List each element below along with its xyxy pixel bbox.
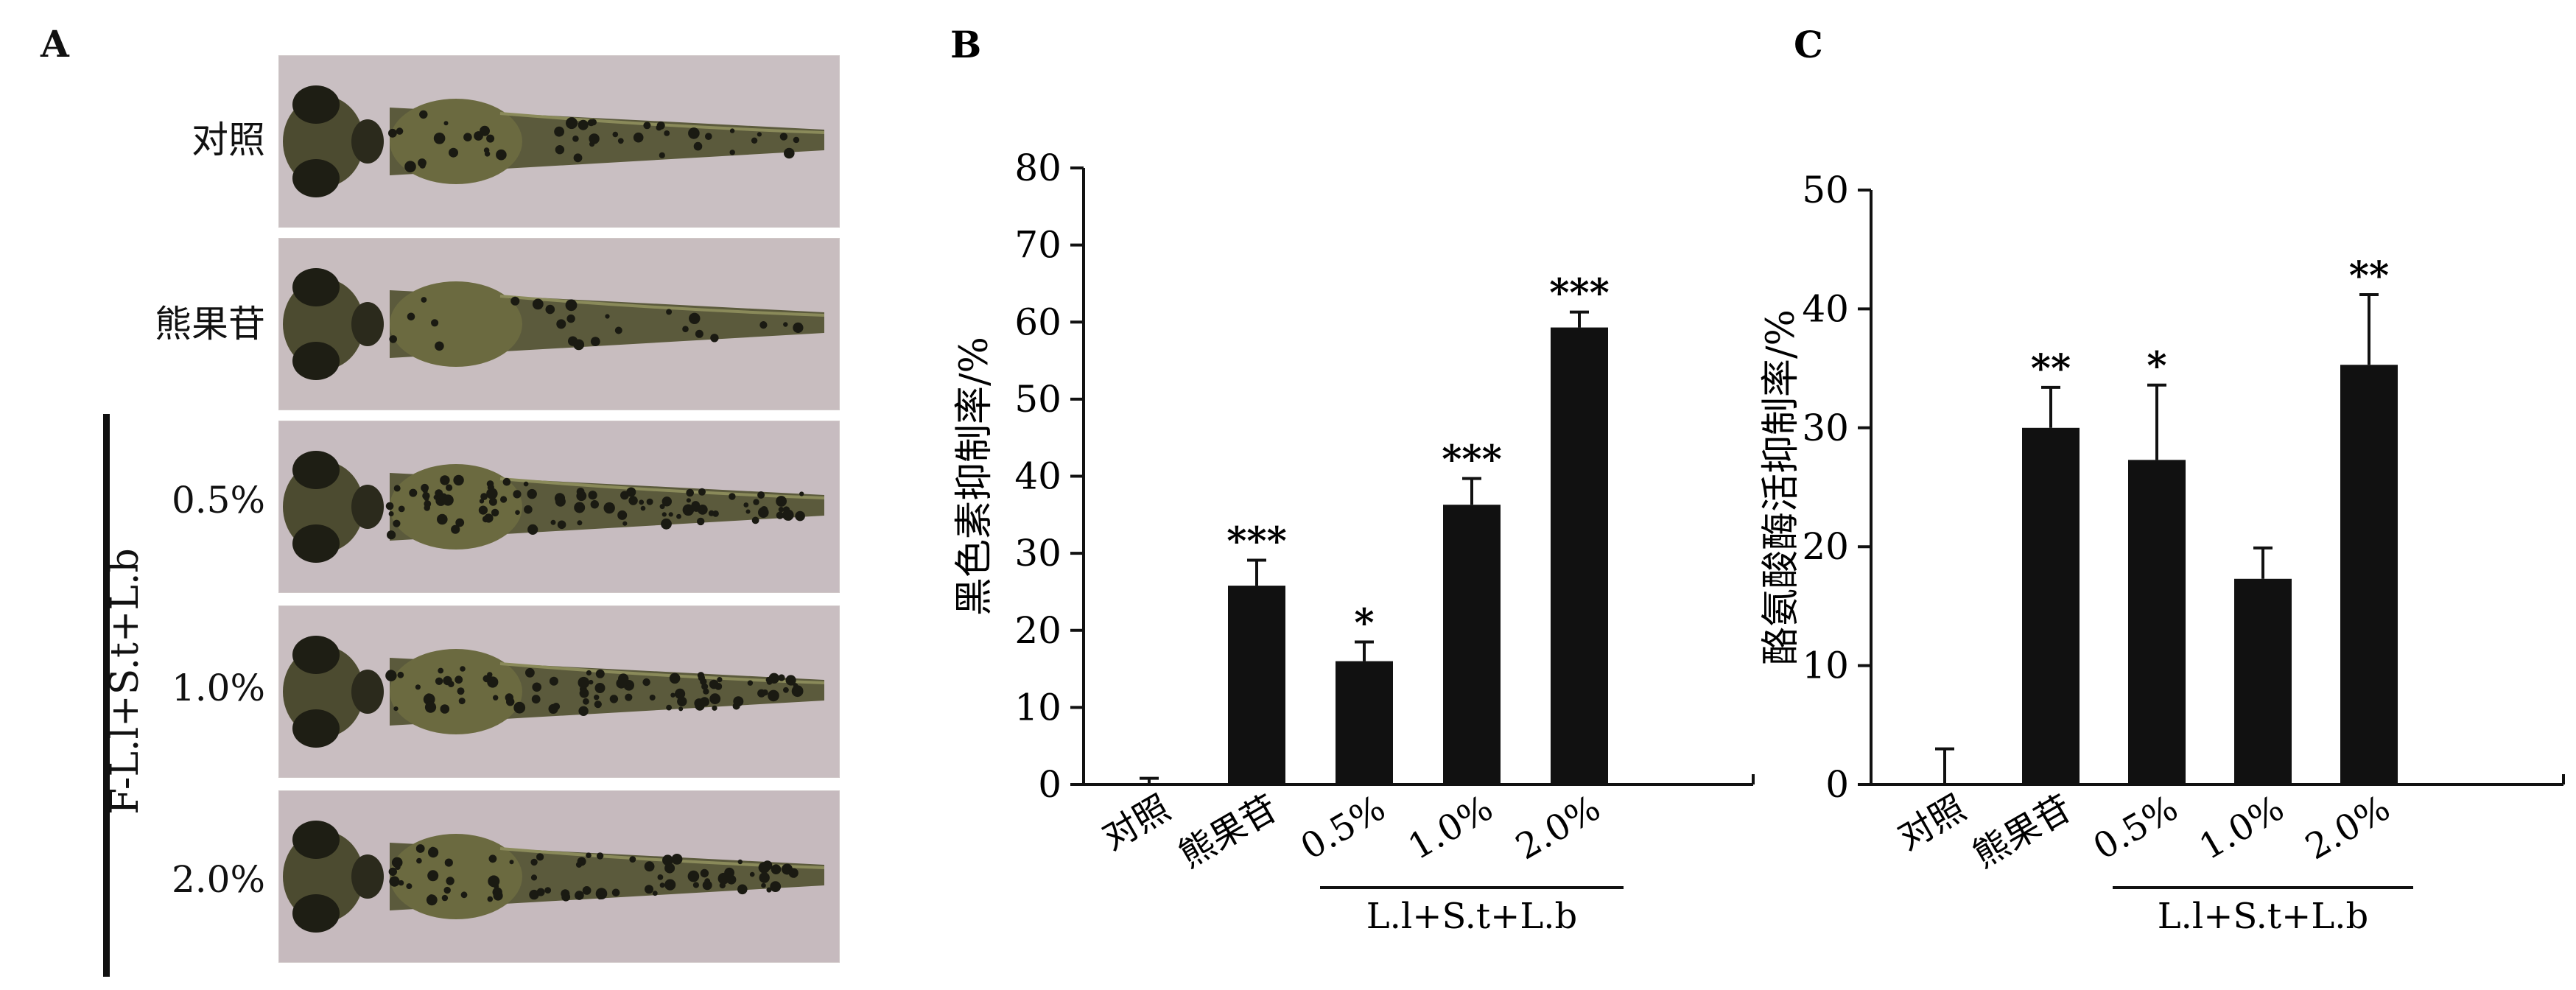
photo-label-control: 对照 <box>192 119 265 161</box>
zebrafish-photo-2-0 <box>278 790 840 963</box>
y-tick-label: 30 <box>1014 532 1061 575</box>
photo-label-arbutin: 熊果苷 <box>155 303 265 345</box>
y-tick-label: 50 <box>1802 169 1849 211</box>
y-axis-label: 酪氨酸酶活抑制率/% <box>1761 309 1803 665</box>
photo-label-2-0: 2.0% <box>171 858 265 901</box>
x-tick-label: 2.0% <box>1509 787 1607 868</box>
bar <box>1443 505 1501 784</box>
y-tick-label: 20 <box>1014 609 1061 652</box>
bar <box>2234 578 2292 784</box>
y-tick-label: 70 <box>1014 224 1061 267</box>
x-tick-label: 0.5% <box>2086 787 2185 868</box>
y-tick-label: 40 <box>1802 287 1849 330</box>
significance-label: *** <box>1226 519 1287 564</box>
x-tick-label: 对照 <box>1095 787 1177 859</box>
group-bracket-line <box>103 414 110 977</box>
axes: 0 10 20 30 40 50 <box>1802 169 2565 806</box>
y-tick-label: 80 <box>1014 147 1061 189</box>
chart-b: 0 10 20 30 40 50 60 70 80 B 黑色素抑制率/% 对照 *** 熊果苷 * 0.5% *… <box>950 23 1755 937</box>
significance-label: * <box>1354 600 1374 645</box>
y-tick-label: 0 <box>1825 763 1849 806</box>
x-tick-label: 对照 <box>1891 787 1973 859</box>
x-tick-label: 1.0% <box>1401 787 1500 868</box>
bar <box>2340 365 2398 784</box>
chart-c: 0 10 20 30 40 50 C 酪氨酸酶活抑制率/% 对照 ** 熊果苷 * 0.5% 1.0% **… <box>1761 23 2565 937</box>
x-tick-label: 熊果苷 <box>1966 787 2079 877</box>
panel-letter: B <box>950 23 981 66</box>
y-tick-label: 30 <box>1802 407 1849 449</box>
zebrafish-icon <box>283 451 825 563</box>
zebrafish-icon <box>283 85 825 197</box>
bar <box>1228 586 1285 784</box>
bar <box>1551 327 1608 785</box>
x-tick-label: 0.5% <box>1294 787 1392 868</box>
zebrafish-icon <box>283 821 825 933</box>
photo-label-1-0: 1.0% <box>171 667 265 709</box>
photo-label-0-5: 0.5% <box>171 479 265 522</box>
significance-label: * <box>2147 344 2166 389</box>
group-label: L.l+S.t+L.b <box>2158 896 2369 937</box>
zebrafish-icon <box>283 268 825 380</box>
y-tick-label: 0 <box>1038 763 1061 806</box>
y-tick-label: 20 <box>1802 525 1849 568</box>
y-tick-label: 10 <box>1014 686 1061 729</box>
panel-letter: C <box>1794 23 1823 66</box>
y-tick-label: 60 <box>1014 301 1061 343</box>
bar <box>1336 661 1393 784</box>
zebrafish-photo-arbutin <box>278 238 840 410</box>
y-tick-label: 40 <box>1014 455 1061 498</box>
x-tick-label: 熊果苷 <box>1172 787 1285 877</box>
axes: 0 10 20 30 40 50 60 70 80 <box>1014 147 1755 806</box>
zebrafish-photo-0-5 <box>278 421 840 593</box>
significance-label: *** <box>1549 271 1610 316</box>
y-axis-label: 黑色素抑制率/% <box>952 337 997 616</box>
group-label-a: F-L.l+S.t+L.b <box>103 548 147 815</box>
zebrafish-photo-1-0 <box>278 605 840 778</box>
x-tick-label: 1.0% <box>2192 787 2291 868</box>
x-tick-label: 2.0% <box>2298 787 2397 868</box>
zebrafish-icon <box>283 636 825 748</box>
bar <box>2128 460 2186 784</box>
group-label: L.l+S.t+L.b <box>1366 896 1578 937</box>
y-tick-label: 10 <box>1802 645 1849 687</box>
bar <box>2022 427 2080 784</box>
significance-label: *** <box>1442 438 1502 482</box>
significance-label: ** <box>2349 253 2389 298</box>
y-tick-label: 50 <box>1014 378 1061 421</box>
zebrafish-photo-control <box>278 55 840 228</box>
panel-a-letter: A <box>41 22 69 66</box>
significance-label: ** <box>2031 346 2071 391</box>
